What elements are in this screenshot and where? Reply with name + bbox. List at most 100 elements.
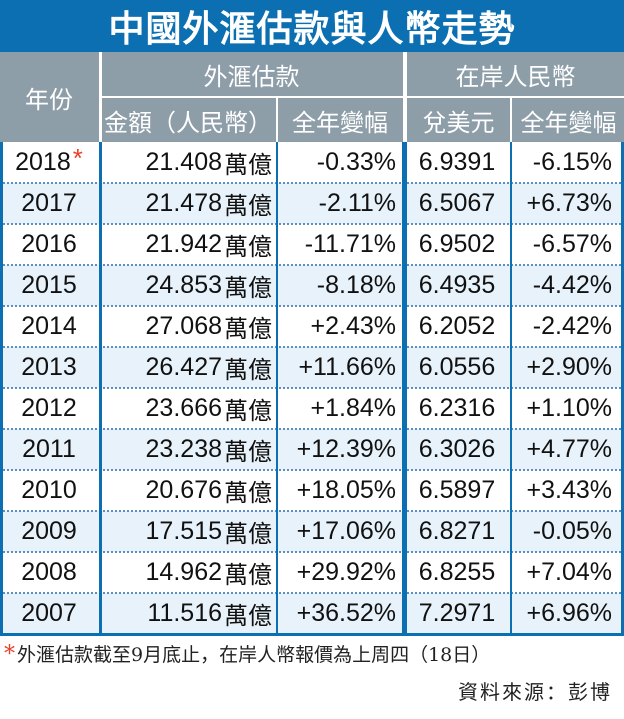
fx-amount-cell: 23.238 萬億 — [104, 429, 272, 470]
fx-amount-unit: 萬億 — [224, 315, 272, 343]
rmb-rate-cell: 6.3026 — [418, 435, 496, 463]
column-divider — [510, 142, 512, 634]
rmb-rate-cell: 6.5067 — [418, 189, 496, 217]
header-divider — [276, 98, 278, 142]
header-divider — [510, 98, 512, 142]
rmb-change-cell: -2.42% — [532, 312, 612, 340]
header-divider — [101, 96, 624, 98]
year-cell: 2009 — [0, 511, 98, 552]
header-divider — [403, 52, 407, 142]
footnote-text: 外滙估款截至9月底止，在岸人幣報價為上周四（18日） — [17, 644, 491, 666]
rmb-change-cell: -6.15% — [532, 148, 612, 176]
year-cell: 2018 * — [0, 142, 98, 183]
year-value: 2007 — [21, 599, 77, 627]
fx-amount-value: 21.408 — [145, 148, 222, 176]
table-row: 2007 11.516 萬億 +36.52% 7.2971 +6.96% — [0, 593, 624, 634]
rmb-rate-cell: 6.9502 — [418, 230, 496, 258]
rmb-change-cell: -6.57% — [532, 230, 612, 258]
rmb-change-cell: +4.77% — [526, 435, 613, 463]
fx-change-cell: +17.06% — [296, 517, 396, 545]
row-divider — [0, 592, 624, 594]
year-value: 2016 — [21, 230, 77, 258]
footnote: * 外滙估款截至9月底止，在岸人幣報價為上周四（18日） — [4, 640, 620, 667]
header-divider — [99, 52, 102, 142]
fx-amount-unit: 萬億 — [224, 151, 272, 179]
fx-change-cell: +29.92% — [296, 558, 396, 586]
table-row: 2009 17.515 萬億 +17.06% 6.8271 -0.05% — [0, 511, 624, 552]
fx-amount-unit: 萬億 — [224, 397, 272, 425]
fx-change-cell: -2.11% — [318, 189, 396, 217]
fx-amount-cell: 27.068 萬億 — [104, 306, 272, 347]
table-row: 2008 14.962 萬億 +29.92% 6.8255 +7.04% — [0, 552, 624, 593]
table-row: 2014 27.068 萬億 +2.43% 6.2052 -2.42% — [0, 306, 624, 347]
fx-amount-unit: 萬億 — [224, 561, 272, 589]
fx-amount-unit: 萬億 — [224, 602, 272, 630]
fx-amount-value: 27.068 — [145, 312, 222, 340]
table-header: 年份 外滙估款 在岸人民幣 金額（人民幣） 全年變幅 兌美元 全年變幅 — [0, 52, 624, 142]
fx-change-cell: -0.33% — [316, 148, 396, 176]
fx-change-cell: +2.43% — [310, 312, 397, 340]
fx-amount-value: 23.238 — [145, 435, 222, 463]
fx-amount-value: 20.676 — [145, 476, 222, 504]
table-border — [0, 142, 3, 634]
year-cell: 2012 — [0, 388, 98, 429]
rmb-change-cell: +6.73% — [526, 189, 613, 217]
row-divider — [0, 551, 624, 553]
fx-amount-value: 21.478 — [145, 189, 222, 217]
footnote-star: * — [4, 642, 15, 667]
rmb-rate-cell: 6.0556 — [418, 353, 496, 381]
row-divider — [0, 305, 624, 307]
header-year: 年份 — [25, 85, 73, 114]
table-row: 2017 21.478 萬億 -2.11% 6.5067 +6.73% — [0, 183, 624, 224]
year-value: 2018 — [15, 148, 71, 176]
fx-amount-unit: 萬億 — [224, 192, 272, 220]
fx-amount-unit: 萬億 — [224, 233, 272, 261]
year-cell: 2007 — [0, 593, 98, 634]
year-value: 2011 — [22, 435, 76, 463]
rmb-rate-cell: 6.9391 — [418, 148, 496, 176]
rmb-rate-cell: 6.8255 — [418, 558, 496, 586]
fx-amount-cell: 21.942 萬億 — [104, 224, 272, 265]
year-cell: 2013 — [0, 347, 98, 388]
fx-amount-cell: 21.478 萬億 — [104, 183, 272, 224]
fx-amount-cell: 26.427 萬億 — [104, 347, 272, 388]
fx-amount-value: 14.962 — [145, 558, 222, 586]
year-cell: 2011 — [0, 429, 98, 470]
fx-amount-value: 23.666 — [145, 394, 222, 422]
row-divider — [0, 182, 624, 184]
fx-amount-cell: 21.408 萬億 — [104, 142, 272, 183]
table-row: 2013 26.427 萬億 +11.66% 6.0556 +2.90% — [0, 347, 624, 388]
page-title: 中國外滙估款與人幣走勢 — [0, 0, 624, 52]
year-cell: 2015 — [0, 265, 98, 306]
fx-amount-unit: 萬億 — [224, 356, 272, 384]
table-row: 2012 23.666 萬億 +1.84% 6.2316 +1.10% — [0, 388, 624, 429]
fx-change-cell: +1.84% — [310, 394, 397, 422]
fx-amount-cell: 23.666 萬億 — [104, 388, 272, 429]
rmb-rate-cell: 6.2316 — [418, 394, 496, 422]
rmb-change-cell: +2.90% — [526, 353, 613, 381]
fx-amount-cell: 17.515 萬億 — [104, 511, 272, 552]
row-divider — [0, 387, 624, 389]
year-cell: 2016 — [0, 224, 98, 265]
fx-amount-cell: 11.516 萬億 — [104, 593, 272, 634]
year-value: 2008 — [21, 558, 77, 586]
column-divider — [99, 142, 102, 634]
header-rmb-change: 全年變幅 — [520, 108, 617, 137]
rmb-rate-cell: 6.2052 — [418, 312, 496, 340]
row-divider — [0, 469, 624, 471]
year-value: 2009 — [21, 517, 77, 545]
row-divider — [0, 264, 624, 266]
year-value: 2014 — [21, 312, 77, 340]
year-cell: 2014 — [0, 306, 98, 347]
rmb-rate-cell: 6.8271 — [418, 517, 496, 545]
header-fx-amount: 金額（人民幣） — [104, 108, 272, 137]
fx-amount-value: 26.427 — [145, 353, 222, 381]
rmb-change-cell: +6.96% — [526, 599, 613, 627]
rmb-rate-cell: 7.2971 — [418, 599, 496, 627]
table-row: 2016 21.942 萬億 -11.71% 6.9502 -6.57% — [0, 224, 624, 265]
fx-change-cell: -8.18% — [316, 271, 396, 299]
footnote-marker: * — [72, 143, 83, 173]
rmb-change-cell: +7.04% — [526, 558, 613, 586]
fx-change-cell: +18.05% — [296, 476, 396, 504]
